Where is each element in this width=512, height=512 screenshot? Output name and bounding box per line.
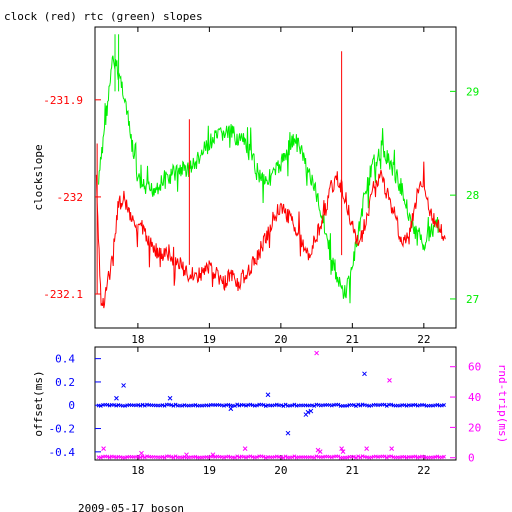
x-tick-label: 21: [346, 333, 359, 346]
offset-plot-frame: [94, 346, 457, 461]
x-tick-label: 19: [203, 333, 216, 346]
y-right-tick-label: 20: [468, 421, 481, 434]
offset-baseline-band: [96, 402, 446, 408]
offset-point: [121, 383, 126, 388]
rndtrip-baseline-band: [96, 454, 446, 460]
x-tick-label: 22: [417, 464, 430, 477]
offset-point: [228, 406, 234, 412]
rtc-slope-line: [98, 55, 439, 304]
offset-point: [114, 395, 119, 401]
rndtrip-point: [184, 452, 189, 458]
y-axis-label: clockslope: [32, 144, 45, 210]
offset-axis-label: offset(ms): [32, 370, 45, 436]
y-right-tick-label: 29: [466, 85, 479, 98]
x-tick-label: 20: [274, 333, 287, 346]
y-left-tick-label: -231.9: [43, 94, 83, 107]
x-tick-label: 18: [131, 464, 144, 477]
rndtrip-point: [210, 452, 216, 458]
y-left-tick-label: 0: [68, 399, 75, 412]
x-tick-label: 21: [346, 464, 359, 477]
rndtrip-point: [314, 350, 319, 356]
rndtrip-point: [242, 446, 248, 451]
y-left-tick-label: -232: [57, 191, 84, 204]
offset-point: [285, 430, 291, 436]
x-tick-label: 20: [274, 464, 287, 477]
y-right-tick-label: 28: [466, 189, 479, 202]
x-tick-label: 19: [203, 464, 216, 477]
rndtrip-point: [364, 446, 369, 451]
footer-label: 2009-05-17 boson: [78, 502, 184, 512]
x-tick-label: 22: [417, 333, 430, 346]
slope-plot-frame: [94, 26, 457, 329]
rndtrip-point: [387, 378, 392, 383]
offset-point: [308, 408, 314, 414]
x-tick-label: 18: [131, 333, 144, 346]
y-left-tick-label: -0.2: [49, 423, 76, 436]
y-left-tick-label: -0.4: [49, 446, 76, 459]
y-left-tick-label: -232.1: [43, 288, 83, 301]
rndtrip-point: [139, 450, 144, 456]
clock-slope-line: [95, 161, 446, 309]
y-left-tick-label: 0.2: [55, 376, 75, 389]
y-right-tick-label: 40: [468, 391, 481, 404]
rndtrip-axis-label: rnd-trip(ms): [496, 364, 509, 443]
rndtrip-point: [340, 449, 346, 455]
rndtrip-point: [317, 449, 323, 455]
chart-title: clock (red) rtc (green) slopes: [4, 10, 203, 23]
y-right-tick-label: 27: [466, 293, 479, 306]
y-right-tick-label: 60: [468, 361, 481, 374]
rndtrip-point: [389, 446, 395, 451]
y-left-tick-label: 0.4: [55, 353, 75, 366]
rndtrip-point: [101, 446, 106, 451]
offset-point: [265, 392, 271, 398]
offset-point: [362, 371, 367, 377]
offset-panel: 18 19 20 21 22 0.4 0.2 0 -0.2 -0.4 60 40 20 0 offset(m…: [32, 346, 509, 477]
y-right-tick-label: 0: [468, 452, 475, 465]
slope-panel: 18 19 20 21 22 -231.9 -232 -232.1 29 28 27 clockslo…: [32, 26, 479, 346]
offset-point: [305, 409, 311, 415]
offset-point: [167, 395, 173, 401]
rndtrip-point: [339, 446, 344, 451]
